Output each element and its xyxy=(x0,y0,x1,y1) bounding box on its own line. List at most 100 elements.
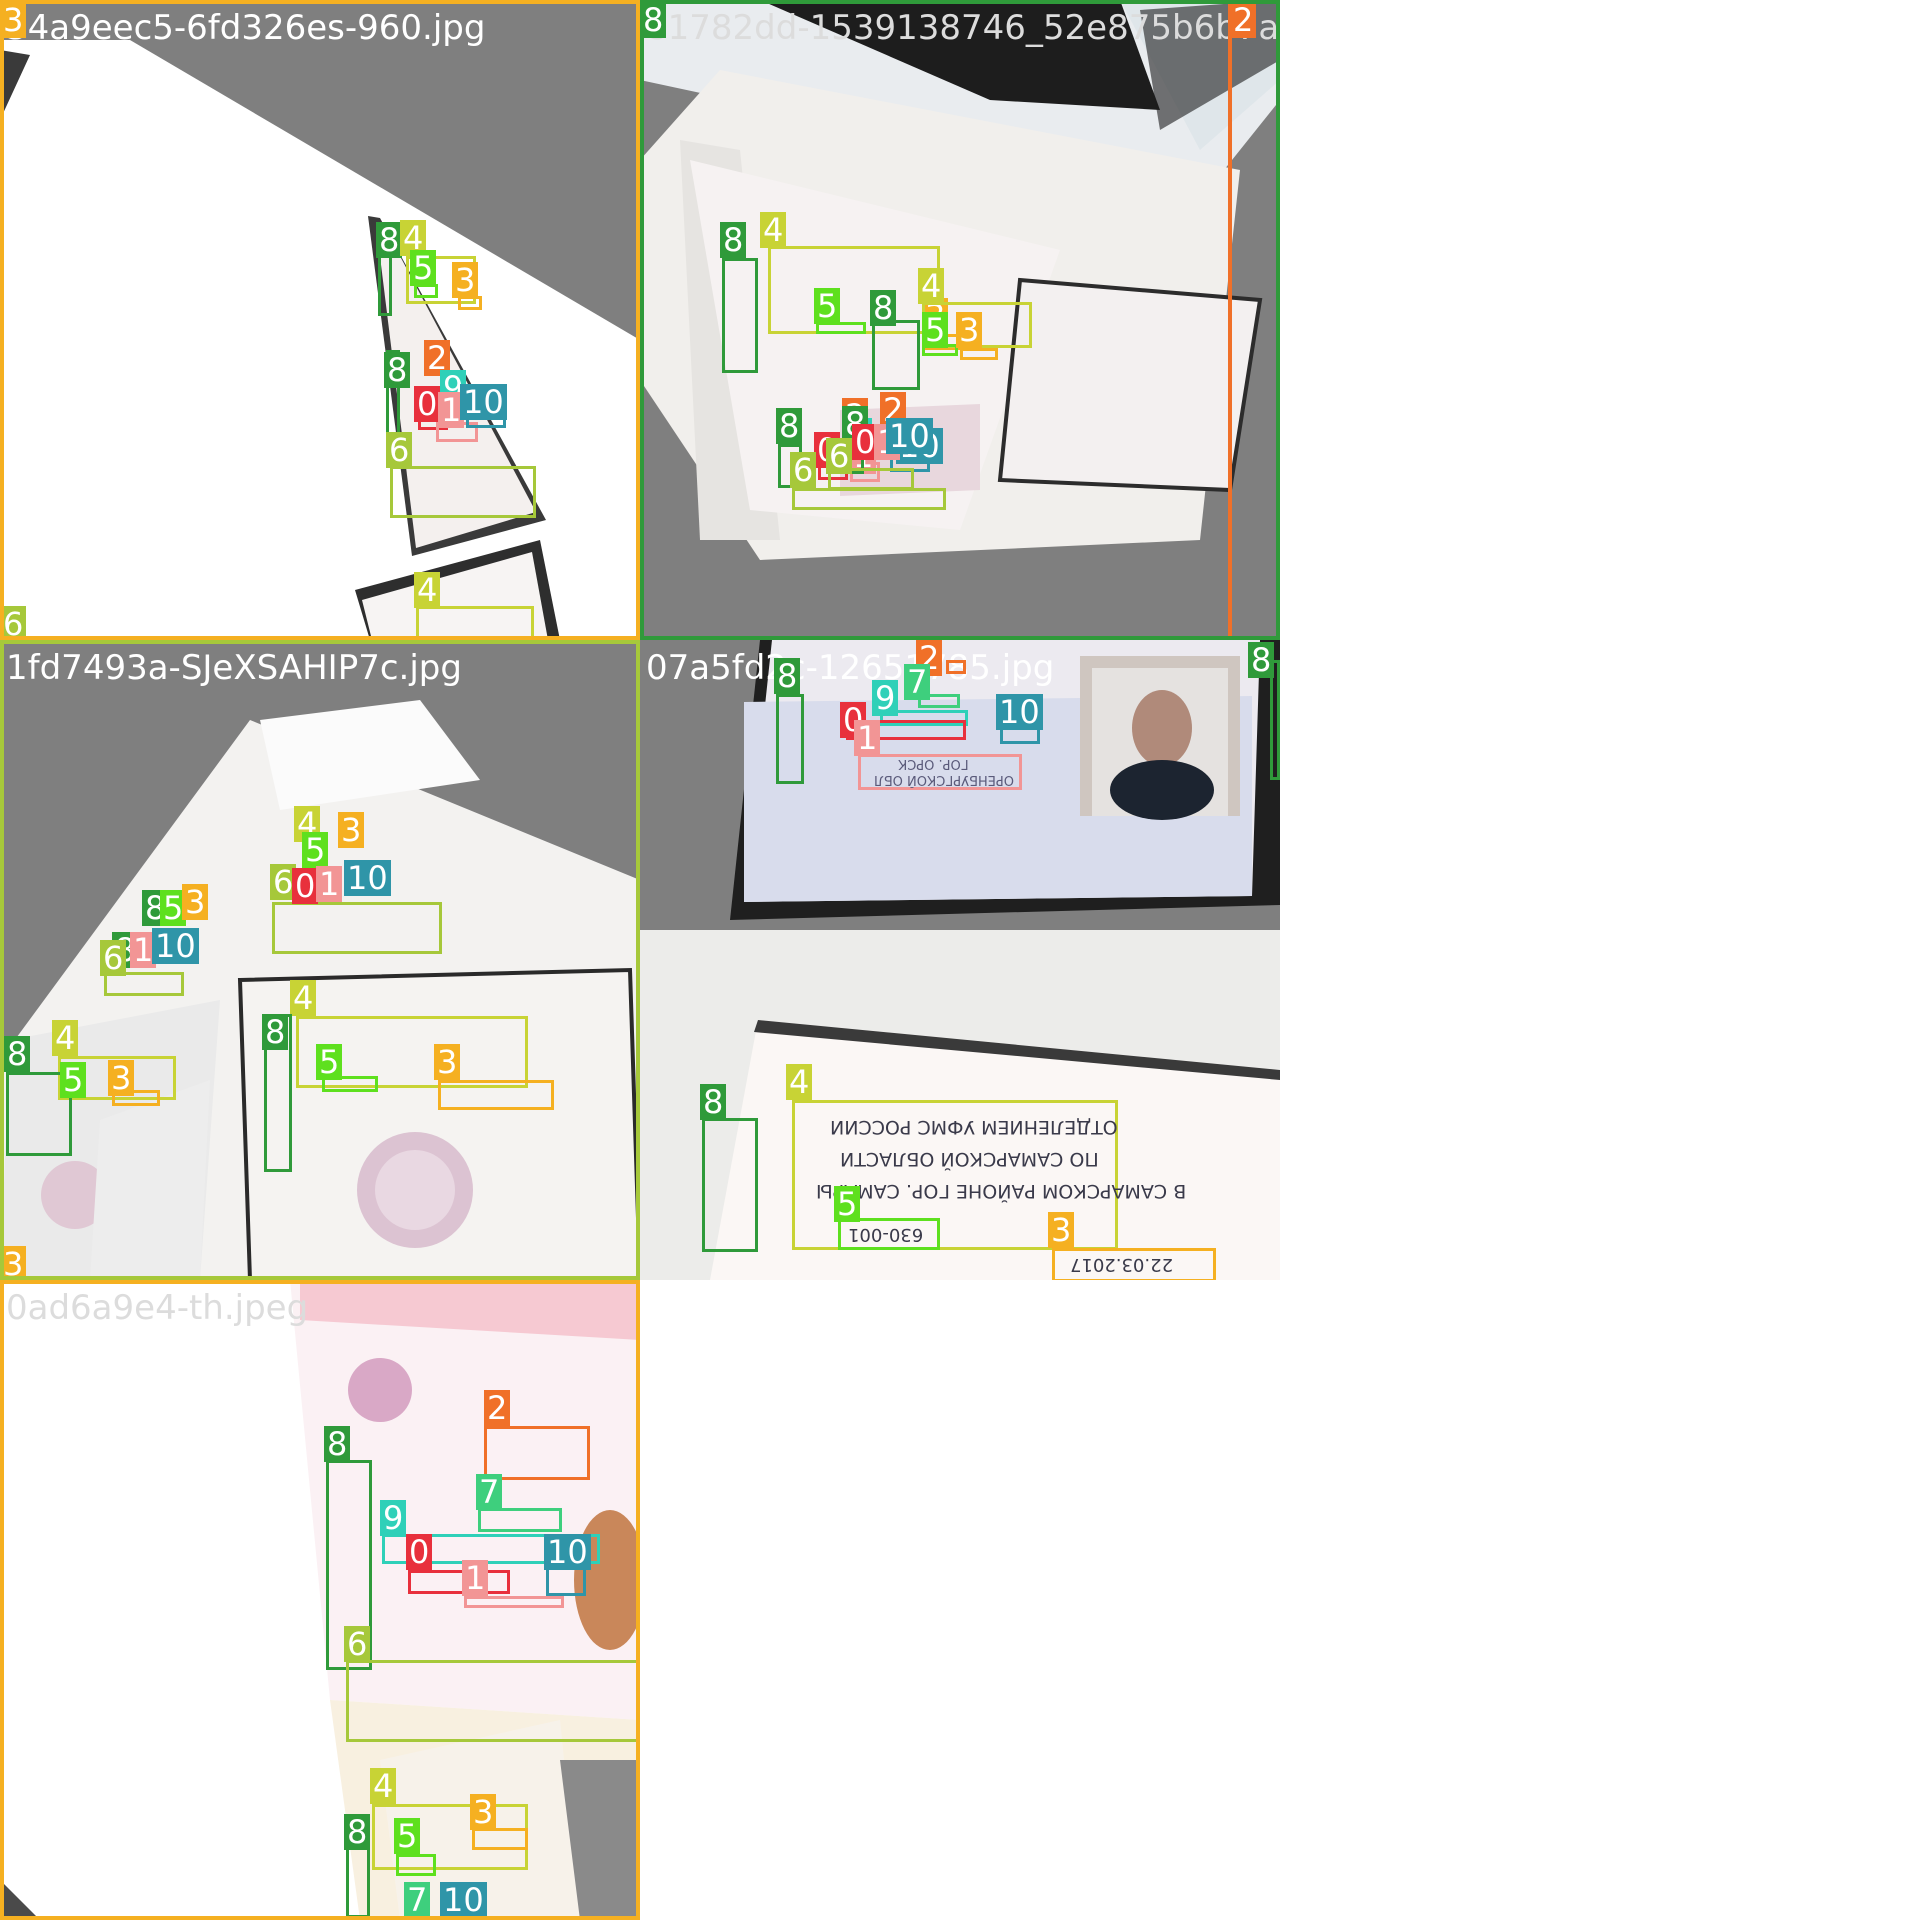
mosaic-tile-1: 34a9eec5-6fd326es-960.jpg 8 4 5 3 8 2 9 … xyxy=(0,0,640,640)
bbox-label: 3 xyxy=(470,1794,497,1830)
bbox-6 xyxy=(792,488,946,510)
bbox-3 xyxy=(960,348,998,360)
mosaic-tile-4: 07a5fd2c-12651785.jpg 2 8 7 9 0 10 1 ГОР… xyxy=(640,640,1280,1280)
bbox-label: 8 xyxy=(376,222,403,258)
bbox-3 xyxy=(438,1080,554,1110)
bbox-label: 1 xyxy=(438,392,465,428)
tile-4-background xyxy=(640,640,1280,1280)
bbox-5 xyxy=(816,322,866,334)
bbox-label: 3 xyxy=(338,812,365,848)
bbox-8 xyxy=(6,1072,72,1156)
doc-place-text: ГОР. ОРСК xyxy=(898,756,969,771)
bbox-label: 8 xyxy=(384,352,411,388)
bbox-label: 6 xyxy=(826,438,853,474)
bbox-label: 5 xyxy=(60,1062,87,1098)
doc-field-line: ОТДЕЛЕНИЕМ УФМС РОССИИ xyxy=(830,1116,1118,1138)
bbox-label: 8 xyxy=(4,1036,31,1072)
doc-code-text: 630-001 xyxy=(848,1224,924,1245)
bbox-label: 7 xyxy=(904,664,931,700)
bbox-4 xyxy=(792,1100,1118,1250)
bbox-label: 6 xyxy=(386,432,413,468)
bbox-label: 9 xyxy=(872,680,899,716)
tile-1-filename: 34a9eec5-6fd326es-960.jpg xyxy=(6,8,486,48)
bbox-label: 7 xyxy=(404,1882,431,1918)
bbox-0 xyxy=(408,1570,510,1594)
bbox-label: 7 xyxy=(476,1474,503,1510)
tile-5-filename: 0ad6a9e4-th.jpeg xyxy=(6,1288,309,1328)
tile-right-label: 2 xyxy=(1230,2,1257,38)
bbox-label: 3 xyxy=(108,1060,135,1096)
bbox-5 xyxy=(322,1076,378,1092)
bbox-label: 10 xyxy=(344,860,391,896)
bbox-label: 5 xyxy=(922,312,949,348)
doc-region-text: ОРЕНБУРГСКОЙ ОБЛ xyxy=(874,772,1014,787)
bbox-3 xyxy=(472,1828,528,1850)
bbox-label: 5 xyxy=(316,1044,343,1080)
bbox-6 xyxy=(104,972,184,996)
bbox-2 xyxy=(484,1426,590,1480)
bbox-label: 8 xyxy=(344,1814,371,1850)
bbox-label: 1 xyxy=(854,720,881,756)
bbox-label: 0 xyxy=(414,386,441,422)
bbox-label: 9 xyxy=(380,1500,407,1536)
tile-2-filename: 81782dd-1539138746_52e875b6b7a.jpg xyxy=(646,8,1280,48)
bbox-label: 1 xyxy=(316,866,343,902)
bbox-label: 0 xyxy=(292,868,319,904)
bbox-8 xyxy=(776,694,804,784)
bbox-label: 3 xyxy=(434,1044,461,1080)
tile-corner-label: 3 xyxy=(0,2,27,38)
tile-3-background xyxy=(0,700,640,1280)
tile-4-filename: 07a5fd2c-12651785.jpg xyxy=(646,648,1055,688)
bbox-label: 10 xyxy=(886,418,933,454)
bbox-9 xyxy=(880,710,968,726)
bbox-label: 10 xyxy=(460,384,507,420)
bbox-1 xyxy=(858,754,1022,790)
bbox-6 xyxy=(272,902,442,954)
bbox-9 xyxy=(382,1534,600,1564)
bbox-label: 8 xyxy=(324,1426,351,1462)
bbox-label: 6 xyxy=(100,940,127,976)
bbox-label: 0 xyxy=(852,424,879,460)
bbox-label: 4 xyxy=(290,980,317,1016)
bbox-label: 5 xyxy=(834,1186,861,1222)
bbox-6 xyxy=(346,1660,640,1742)
bbox-5 xyxy=(396,1854,436,1876)
bbox-label: 5 xyxy=(814,288,841,324)
bbox-label: 0 xyxy=(406,1534,433,1570)
bbox-8 xyxy=(702,1118,758,1252)
bbox-label: 6 xyxy=(344,1626,371,1662)
bbox-2 xyxy=(946,660,966,674)
doc-field-line: В САМАРСКОМ РАЙОНЕ ГОР. САМАРЫ xyxy=(816,1180,1187,1202)
bbox-label: 4 xyxy=(414,572,441,608)
bbox-label: 8 xyxy=(870,290,897,326)
bbox-label: 4 xyxy=(786,1064,813,1100)
bbox-label: 8 xyxy=(700,1084,727,1120)
bbox-7 xyxy=(478,1508,562,1532)
bbox-label: 5 xyxy=(302,832,329,868)
doc-field-line: ПО САМАРСКОЙ ОБЛАСТИ xyxy=(840,1148,1099,1170)
mosaic-tile-5: 0ad6a9e4-th.jpeg 2 8 7 9 0 10 1 6 4 3 8 … xyxy=(0,1280,640,1920)
bbox-label: 4 xyxy=(760,212,787,248)
bbox-label: 1 xyxy=(462,1560,489,1596)
tile-corner-label: 8 xyxy=(640,2,667,38)
bbox-7 xyxy=(918,694,960,708)
bbox-label: 10 xyxy=(440,1882,487,1918)
bbox-label: 6 xyxy=(790,452,817,488)
bbox-5 xyxy=(838,1218,940,1250)
bbox-label: 8 xyxy=(720,222,747,258)
tile-3-filename: 1fd7493a-SJeXSAHIP7c.jpg xyxy=(6,648,462,688)
tile-2-right-box-edge xyxy=(1228,0,1232,640)
bbox-4 xyxy=(296,1016,528,1088)
bbox-label: 4 xyxy=(52,1020,79,1056)
bbox-label: 3 xyxy=(956,312,983,348)
tile-corner-label: 8 xyxy=(1248,642,1275,678)
tile-corner-label: 3 xyxy=(0,1246,27,1280)
bbox-label: 5 xyxy=(160,890,187,926)
bbox-label: 3 xyxy=(1048,1212,1075,1248)
bbox-1 xyxy=(464,1596,564,1608)
bbox-4 xyxy=(58,1056,176,1100)
tile-1-background xyxy=(0,40,640,640)
bbox-label: 2 xyxy=(484,1390,511,1426)
bbox-label: 10 xyxy=(996,694,1043,730)
bbox-8 xyxy=(722,258,758,373)
